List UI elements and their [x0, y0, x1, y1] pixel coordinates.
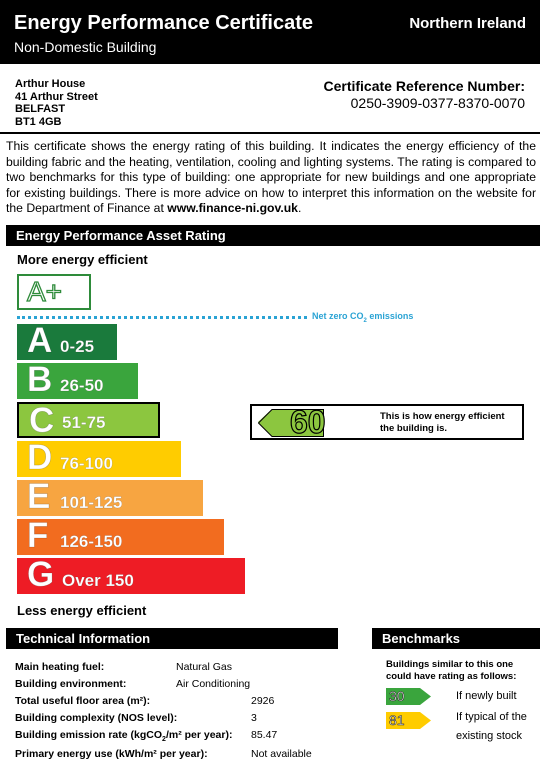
rating-arrow-outline — [258, 409, 324, 437]
tech-label-complexity: Building complexity (NOS level): — [15, 712, 178, 724]
finance-website-link[interactable]: www.finance-ni.gov.uk — [167, 201, 298, 215]
certificate-reference: Certificate Reference Number: 0250-3909-… — [323, 78, 525, 111]
net-zero-text: Net zero CO — [312, 311, 364, 321]
rating-description: This is how energy efficient the buildin… — [380, 411, 505, 434]
technical-heading: Technical Information — [6, 628, 338, 649]
current-rating-indicator: 60 This is how energy efficient the buil… — [250, 403, 524, 441]
benchmarks-heading: Benchmarks — [372, 628, 540, 649]
intro-text: This certificate shows the energy rating… — [6, 139, 536, 215]
tech-value-floor-area: 2926 — [251, 695, 275, 707]
tech-label-environment: Building environment: — [15, 678, 127, 690]
benchmark-new-value: 30 — [389, 688, 405, 705]
tech-label-primary-energy: Primary energy use (kWh/m² per year): — [15, 748, 208, 760]
band-c: C 51-75 — [17, 401, 160, 441]
band-a-plus-label: A+ — [26, 275, 63, 307]
band-a: A 0-25 — [17, 321, 117, 361]
band-letter: E — [27, 477, 51, 517]
band-letter: A — [27, 321, 53, 361]
net-zero-line — [17, 316, 307, 319]
band-letter: F — [27, 516, 49, 556]
reference-label: Certificate Reference Number: — [323, 78, 525, 94]
band-a-plus: A+ — [17, 274, 91, 310]
intro-paragraph: This certificate shows the energy rating… — [6, 139, 536, 217]
band-e: E 101-125 — [17, 477, 203, 517]
band-letter: G — [27, 555, 55, 595]
benchmark-new-arrow — [386, 688, 431, 705]
region-label: Northern Ireland — [409, 15, 526, 32]
certificate-subtitle: Non-Domestic Building — [14, 39, 157, 55]
band-range: Over 150 — [62, 571, 134, 590]
band-g: G Over 150 — [17, 555, 245, 595]
benchmark-existing-arrow — [386, 712, 431, 729]
band-range: 26-50 — [60, 376, 104, 395]
current-rating-value: 60 — [289, 403, 326, 440]
net-zero-sub: 2 — [363, 317, 367, 324]
net-zero-label: Net zero CO2 emissions — [312, 311, 413, 324]
net-zero-suffix: emissions — [366, 311, 414, 321]
benchmark-existing-value: 81 — [389, 712, 405, 729]
tech-value-primary-energy: Not available — [251, 748, 312, 760]
tech-value-complexity: 3 — [251, 712, 257, 724]
band-range: 126-150 — [60, 532, 123, 551]
tech-label-fuel: Main heating fuel: — [15, 661, 105, 673]
building-address: Arthur House 41 Arthur Street BELFAST BT… — [15, 78, 98, 128]
band-range: 76-100 — [60, 454, 113, 473]
emission-label-post: /m² per year): — [165, 729, 233, 741]
address-line-1: Arthur House — [15, 78, 86, 90]
band-letter: C — [29, 401, 55, 441]
certificate-title: Energy Performance Certificate — [14, 12, 314, 34]
address-line-3: BELFAST — [15, 103, 66, 115]
divider — [0, 132, 540, 134]
tech-value-environment: Air Conditioning — [176, 678, 251, 690]
address-line-2: 41 Arthur Street — [15, 90, 98, 103]
band-b: B 26-50 — [17, 360, 138, 400]
tech-label-emission-rate: Building emission rate (kgCO2/m² per yea… — [15, 729, 232, 743]
band-range: 0-25 — [60, 337, 95, 356]
band-range: 101-125 — [60, 493, 123, 512]
benchmarks-intro: Buildings similar to this one could have… — [386, 659, 517, 682]
band-letter: B — [27, 360, 53, 400]
emission-label-pre: Building emission rate (kgCO — [15, 729, 163, 741]
intro-end: . — [297, 201, 302, 215]
emission-label-sub: 2 — [162, 736, 166, 744]
less-efficient-label: Less energy efficient — [17, 603, 147, 618]
band-f: F 126-150 — [17, 516, 224, 556]
band-d: D 76-100 — [17, 438, 181, 478]
tech-value-emission-rate: 85.47 — [251, 729, 278, 741]
tech-value-fuel: Natural Gas — [176, 661, 233, 673]
benchmark-existing-label: If typical of the existing stock — [456, 711, 527, 742]
band-range: 51-75 — [62, 413, 106, 432]
address-line-4: BT1 4GB — [15, 115, 62, 128]
more-efficient-label: More energy efficient — [17, 252, 148, 267]
certificate-header: Energy Performance Certificate Non-Domes… — [0, 0, 540, 64]
band-letter: D — [27, 438, 53, 478]
reference-number: 0250-3909-0377-8370-0070 — [350, 95, 525, 111]
benchmark-new-label: If newly built — [456, 690, 517, 702]
rating-section-heading: Energy Performance Asset Rating — [6, 225, 540, 246]
tech-label-floor-area: Total useful floor area (m²): — [15, 695, 151, 707]
